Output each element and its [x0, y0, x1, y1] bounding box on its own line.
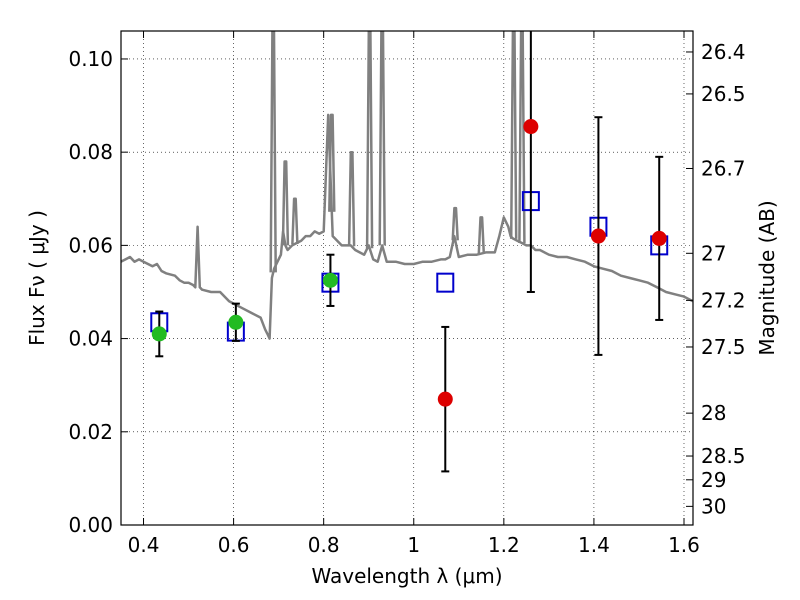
y-tick-label: 0.00 [68, 513, 113, 537]
emission-line [518, 31, 526, 244]
emission-line [281, 160, 290, 246]
emission-line [378, 31, 386, 246]
y-right-tick-label: 30 [701, 494, 726, 518]
y-right-tick-label: 26.7 [701, 156, 746, 180]
y-tick-label: 0.08 [68, 140, 113, 164]
x-tick-label: 1.6 [668, 533, 700, 557]
y-right-tick-label: 26.4 [701, 40, 746, 64]
detection-point [228, 314, 244, 330]
y-tick-label: 0.02 [68, 420, 113, 444]
x-tick-label: 1 [407, 533, 420, 557]
emission-line [291, 197, 299, 245]
emission-line [451, 206, 459, 241]
x-tick-label: 0.8 [308, 533, 340, 557]
emission-line [269, 31, 277, 273]
model-square-marker [436, 272, 455, 293]
emission-line [477, 216, 486, 254]
plot-background [121, 31, 693, 525]
y-tick-label: 0.06 [68, 233, 113, 257]
low-snr-point [651, 230, 667, 246]
template-sed-line [121, 113, 693, 340]
x-tick-label: 0.6 [218, 533, 250, 557]
axis-ticks: 0.4 0.6 0.8 1 1.2 1.4 1.6 0.00 0.02 0.04 0.06 0.08 0… [68, 31, 746, 557]
y-right-tick-label: 28 [701, 401, 726, 425]
plot-points [150, 31, 669, 473]
y-right-tick-label: 27.2 [701, 288, 746, 312]
y-tick-label: 0.04 [68, 327, 113, 351]
plot-series [121, 31, 693, 340]
y-right-tick-label: 27.5 [701, 335, 746, 359]
y-right-tick-label: 27 [701, 241, 726, 265]
low-snr-point [437, 391, 453, 407]
detection-point [322, 272, 338, 288]
y-tick-label: 0.10 [68, 47, 113, 71]
x-tick-label: 1.4 [578, 533, 610, 557]
y-right-tick-label: 28.5 [701, 444, 746, 468]
emission-line [365, 31, 374, 249]
emission-line [328, 113, 336, 212]
emission-line [347, 150, 356, 247]
detection-point [151, 326, 167, 342]
x-tick-label: 0.4 [128, 533, 160, 557]
y-right-axis-label: Magnitude (AB) [755, 200, 779, 355]
y-axis-label: Flux Fν ( μJy ) [25, 210, 49, 346]
low-snr-point [590, 228, 606, 244]
x-axis-label: Wavelength λ (μm) [311, 564, 502, 588]
low-snr-point [523, 119, 539, 135]
emission-line [509, 31, 518, 239]
y-right-tick-label: 26.5 [701, 82, 746, 106]
plot-frame [120, 30, 694, 526]
x-tick-label: 1.2 [488, 533, 520, 557]
y-right-tick-label: 29 [701, 468, 726, 492]
